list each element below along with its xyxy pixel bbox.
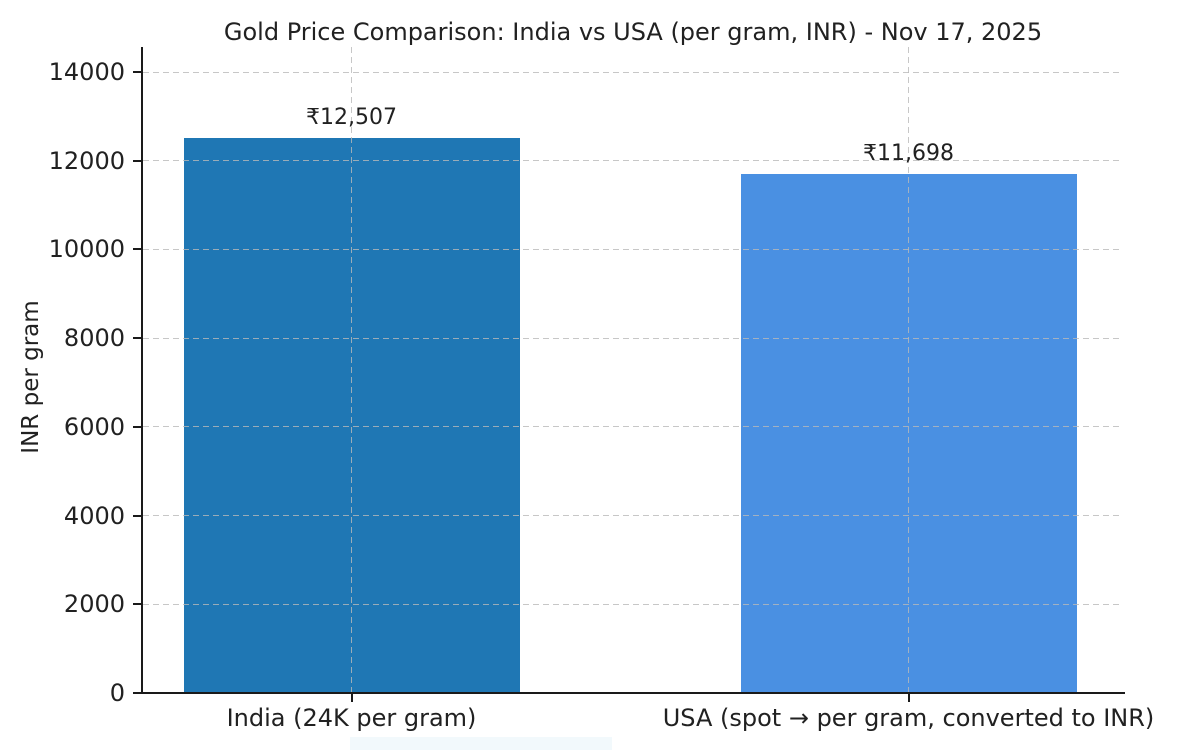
y-axis-label: INR per gram: [18, 300, 44, 454]
gridline-y-2000: [143, 603, 1123, 605]
gridline-y-4000: [143, 515, 1123, 517]
y-tick-label-8000: 8000: [63, 324, 125, 353]
y-tick-label-6000: 6000: [63, 412, 125, 441]
y-tick-label-4000: 4000: [63, 501, 125, 530]
y-tick-label-12000: 12000: [48, 146, 125, 175]
x-tick-label-india: India (24K per gram): [226, 704, 477, 732]
gridline-y-14000: [143, 71, 1123, 73]
x-axis-spine: [141, 692, 1125, 694]
y-tick-label-10000: 10000: [48, 235, 125, 264]
y-tick-0: [133, 692, 141, 694]
gridline-x-usa: [908, 47, 909, 693]
footer-artifact: [350, 737, 612, 750]
y-tick-12000: [133, 159, 141, 162]
gridline-y-10000: [143, 248, 1123, 250]
y-tick-label-14000: 14000: [48, 58, 125, 86]
gridline-x-india: [351, 47, 352, 693]
y-tick-2000: [133, 603, 141, 606]
chart-title: Gold Price Comparison: India vs USA (per…: [223, 18, 1043, 46]
gridline-y-6000: [143, 426, 1123, 428]
y-tick-6000: [133, 425, 141, 428]
x-tick-label-usa: USA (spot → per gram, converted to INR): [662, 704, 1155, 732]
bar-value-label-india: ₹12,507: [306, 105, 397, 131]
gridline-y-8000: [143, 337, 1123, 339]
gridline-y-12000: [143, 160, 1123, 162]
y-tick-label-2000: 2000: [63, 590, 125, 619]
x-tick-usa: [907, 694, 910, 702]
y-tick-label-0: 0: [109, 679, 125, 707]
y-tick-8000: [133, 337, 141, 340]
y-tick-4000: [133, 514, 141, 517]
bar-value-label-usa: ₹11,698: [863, 141, 954, 167]
y-tick-10000: [133, 248, 141, 251]
y-axis-spine: [141, 47, 143, 694]
x-tick-india: [350, 694, 353, 702]
y-tick-14000: [133, 71, 141, 73]
